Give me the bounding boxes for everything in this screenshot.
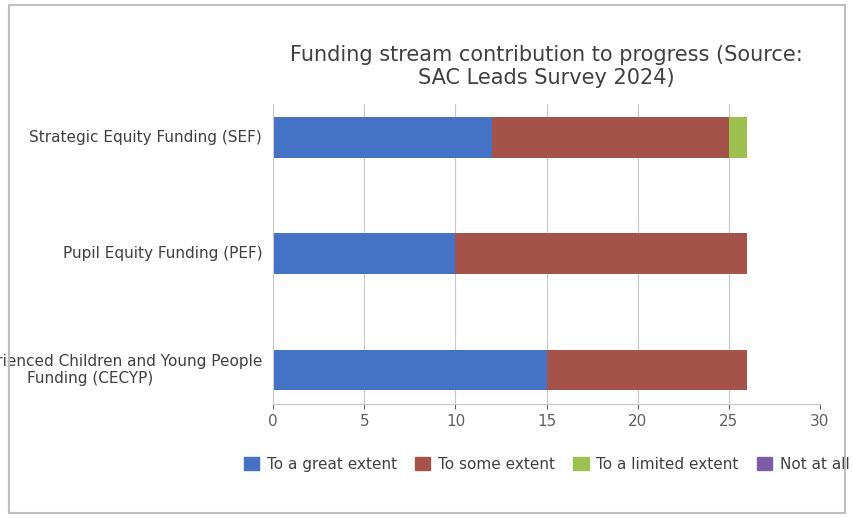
- Legend: To a great extent, To some extent, To a limited extent, Not at all: To a great extent, To some extent, To a …: [237, 451, 853, 478]
- Bar: [728, 117, 746, 158]
- Bar: [455, 234, 746, 274]
- Bar: [546, 350, 746, 391]
- Bar: [273, 234, 455, 274]
- Title: Funding stream contribution to progress (Source:
SAC Leads Survey 2024): Funding stream contribution to progress …: [290, 45, 802, 88]
- Bar: [273, 117, 491, 158]
- Bar: [273, 350, 546, 391]
- Bar: [491, 117, 728, 158]
